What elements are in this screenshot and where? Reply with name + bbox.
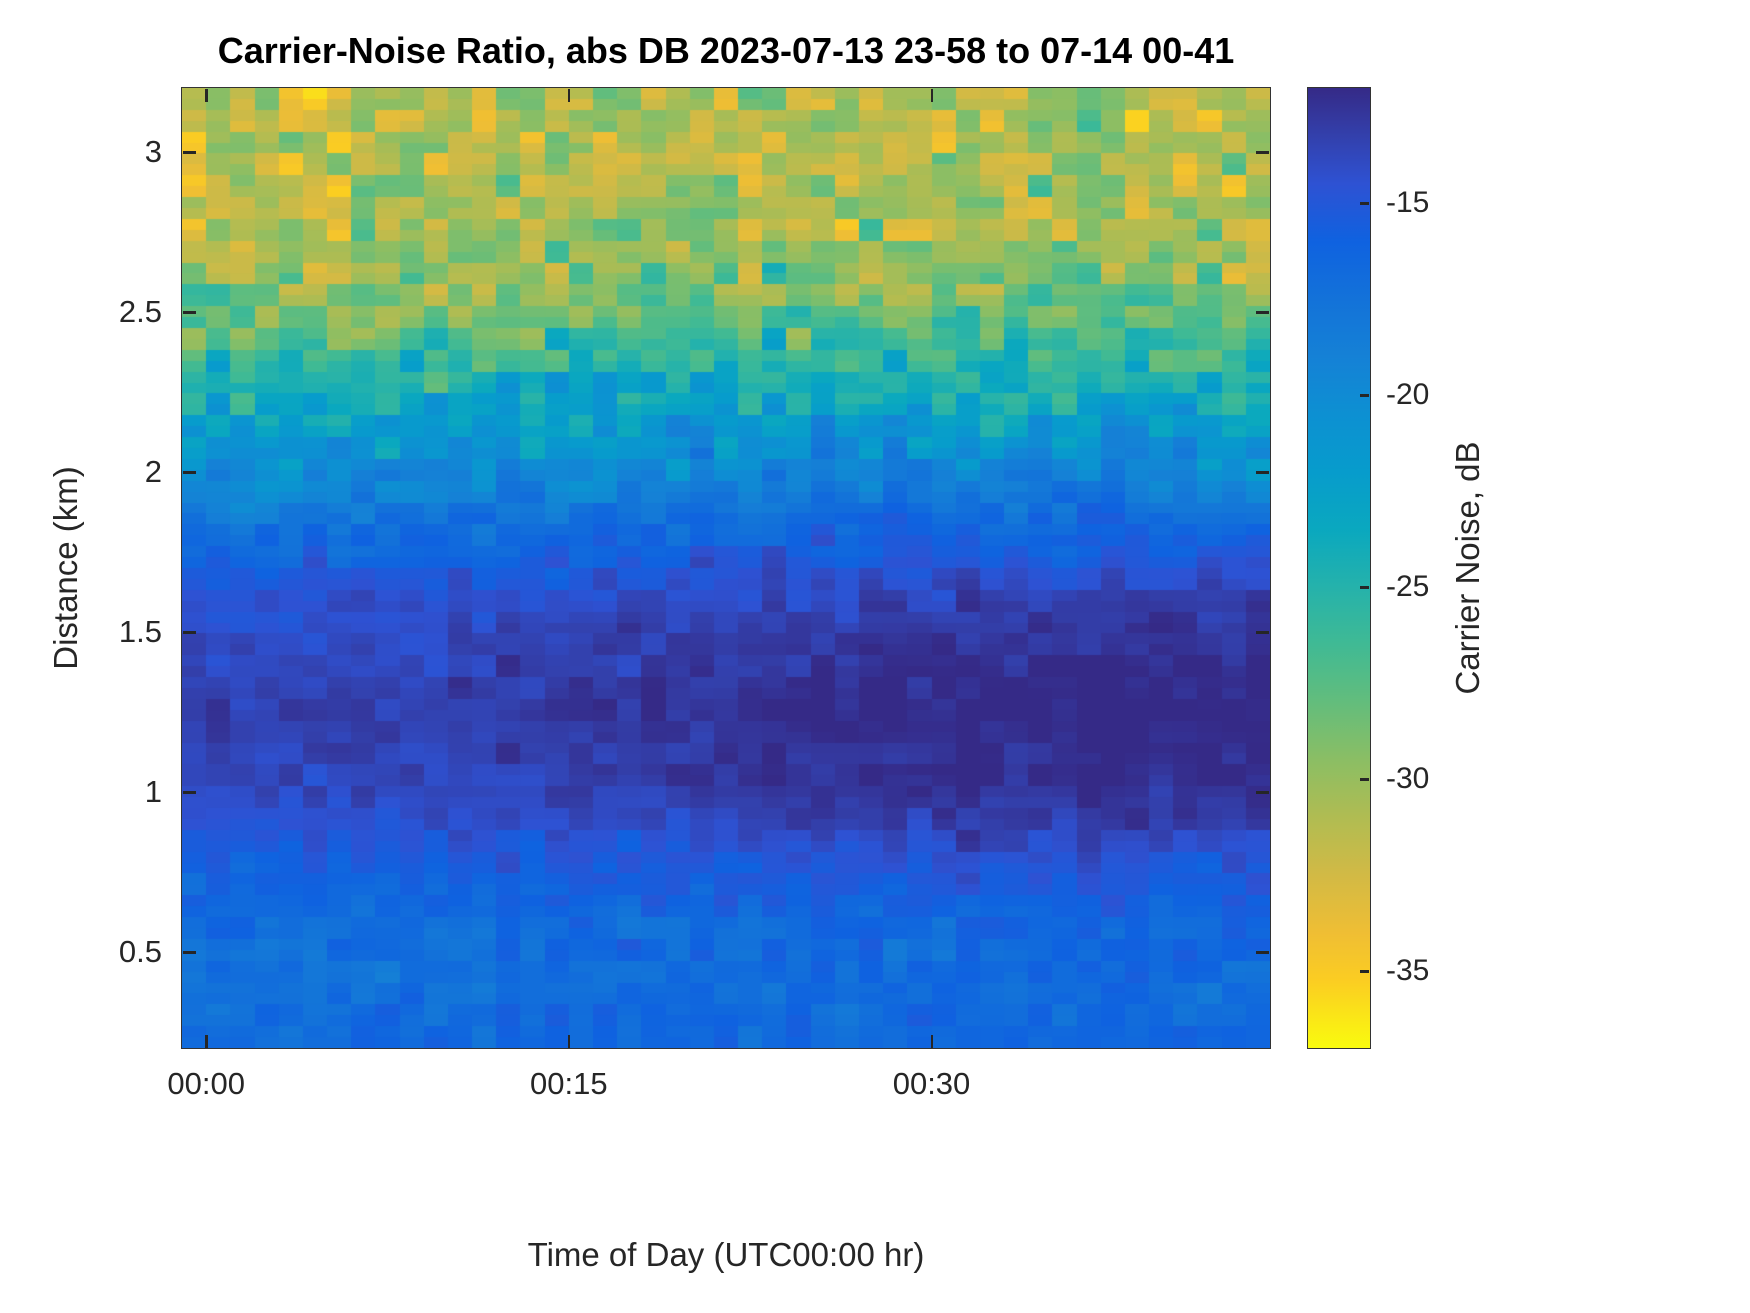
colorbar-tick-mark (1360, 586, 1369, 589)
x-tick-mark (205, 89, 208, 102)
x-tick-label: 00:15 (530, 1066, 608, 1101)
y-tick-label: 0.5 (118, 934, 162, 969)
y-tick-mark (1256, 791, 1269, 794)
colorbar-tick-mark (1360, 970, 1369, 973)
colorbar-tick-mark (1360, 394, 1369, 397)
heatmap-canvas (182, 88, 1270, 1048)
y-tick-mark (1256, 471, 1269, 474)
colorbar-tick-label: -25 (1386, 570, 1430, 604)
colorbar-tick-label: -20 (1386, 378, 1430, 412)
y-tick-mark (183, 951, 196, 954)
y-tick-mark (1256, 311, 1269, 314)
x-tick-mark (567, 1035, 571, 1048)
x-tick-label: 00:00 (167, 1066, 245, 1101)
y-tick-label: 3 (144, 134, 162, 169)
y-tick-mark (183, 631, 196, 634)
chart-title: Carrier-Noise Ratio, abs DB 2023-07-13 2… (217, 30, 1235, 71)
x-axis-label: Time of Day (UTC00:00 hr) (527, 1236, 925, 1273)
plot-area (181, 87, 1271, 1049)
colorbar-tick-mark (1360, 202, 1369, 205)
x-tick-mark (930, 1035, 933, 1048)
y-tick-mark (1256, 631, 1269, 634)
x-tick-mark (205, 1035, 208, 1048)
y-tick-label: 2 (144, 454, 162, 489)
colorbar-tick-mark (1360, 778, 1369, 781)
colorbar-tick-label: -15 (1386, 186, 1430, 220)
colorbar-gradient (1308, 88, 1370, 1048)
y-tick-mark (183, 791, 196, 794)
y-tick-mark (183, 471, 196, 474)
y-tick-mark (183, 151, 196, 154)
colorbar-tick-label: -30 (1386, 762, 1430, 796)
colorbar-tick-label: -35 (1386, 954, 1430, 988)
colorbar-label: Carrier Noise, dB (1449, 441, 1486, 695)
y-tick-label: 1 (144, 774, 162, 809)
y-tick-label: 1.5 (118, 614, 162, 649)
x-tick-label: 00:30 (892, 1066, 971, 1101)
y-tick-mark (183, 311, 196, 314)
x-tick-mark (930, 89, 933, 102)
x-tick-mark (567, 89, 571, 102)
colorbar (1307, 87, 1371, 1049)
y-tick-mark (1256, 951, 1269, 954)
y-tick-mark (1256, 151, 1269, 154)
y-tick-label: 2.5 (118, 294, 162, 329)
